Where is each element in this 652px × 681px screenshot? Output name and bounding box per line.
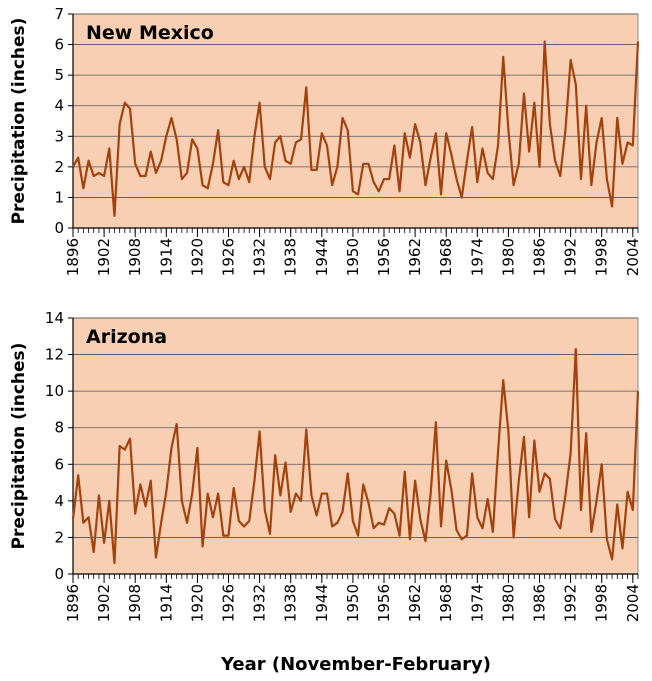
y-tick-label: 6 bbox=[54, 36, 64, 54]
x-tick-label: 1962 bbox=[406, 584, 424, 622]
y-tick-label: 12 bbox=[45, 346, 64, 364]
y-tick-label: 0 bbox=[54, 219, 64, 237]
x-axis-label: Year (November-February) bbox=[220, 654, 491, 675]
x-tick-label: 1932 bbox=[251, 584, 269, 622]
x-tick-label: 1992 bbox=[562, 238, 580, 276]
x-tick-label: 1938 bbox=[282, 584, 300, 622]
x-tick-label: 1950 bbox=[344, 584, 362, 622]
plot-area bbox=[72, 317, 639, 575]
x-tick-label: 1920 bbox=[188, 238, 206, 276]
y-tick-label: 6 bbox=[54, 455, 64, 473]
x-tick-label: 1920 bbox=[188, 584, 206, 622]
x-tick-label: 1986 bbox=[531, 584, 549, 622]
x-tick-label: 1914 bbox=[157, 238, 175, 276]
y-tick-label: 2 bbox=[54, 528, 64, 546]
x-tick-label: 1938 bbox=[282, 238, 300, 276]
data-line bbox=[72, 40, 640, 217]
x-tick-label: 1968 bbox=[437, 584, 455, 622]
x-tick-label: 1914 bbox=[157, 584, 175, 622]
x-tick-label: 1902 bbox=[95, 238, 113, 276]
x-tick-label: 1956 bbox=[375, 238, 393, 276]
x-tick-label: 1896 bbox=[64, 584, 82, 622]
x-tick-label: 1944 bbox=[313, 238, 331, 276]
x-tick-label: 1980 bbox=[499, 238, 517, 276]
x-tick-label: 1950 bbox=[344, 238, 362, 276]
x-tick-label: 2004 bbox=[624, 238, 642, 276]
x-tick-label: 2004 bbox=[624, 584, 642, 622]
x-tick-label: 1998 bbox=[593, 238, 611, 276]
y-tick-label: 14 bbox=[45, 309, 64, 327]
plot-area bbox=[72, 13, 639, 229]
chart-title: Arizona bbox=[86, 326, 167, 348]
x-tick-label: 1926 bbox=[220, 584, 238, 622]
chart-title: New Mexico bbox=[86, 22, 214, 44]
x-tick-label: 1968 bbox=[437, 238, 455, 276]
x-tick-label: 1908 bbox=[126, 584, 144, 622]
x-tick-label: 1944 bbox=[313, 584, 331, 622]
y-axis-label: Precipitation (inches) bbox=[9, 18, 29, 225]
x-tick-label: 1908 bbox=[126, 238, 144, 276]
y-tick-label: 8 bbox=[54, 419, 64, 437]
y-tick-label: 3 bbox=[54, 127, 64, 145]
y-tick-label: 4 bbox=[54, 492, 64, 510]
y-tick-label: 0 bbox=[54, 565, 64, 583]
x-tick-label: 1926 bbox=[220, 238, 238, 276]
x-tick-label: 1896 bbox=[64, 238, 82, 276]
x-tick-label: 1932 bbox=[251, 238, 269, 276]
y-axis-label: Precipitation (inches) bbox=[9, 343, 29, 550]
x-tick-label: 1980 bbox=[499, 584, 517, 622]
x-tick-label: 1992 bbox=[562, 584, 580, 622]
y-tick-label: 10 bbox=[45, 382, 64, 400]
y-tick-label: 2 bbox=[54, 158, 64, 176]
y-tick-label: 5 bbox=[54, 66, 64, 84]
x-tick-label: 1956 bbox=[375, 584, 393, 622]
x-tick-label: 1902 bbox=[95, 584, 113, 622]
x-tick-label: 1998 bbox=[593, 584, 611, 622]
y-tick-label: 1 bbox=[54, 188, 64, 206]
y-tick-label: 7 bbox=[54, 5, 64, 23]
y-tick-label: 4 bbox=[54, 97, 64, 115]
x-tick-label: 1974 bbox=[468, 584, 486, 622]
x-tick-label: 1986 bbox=[531, 238, 549, 276]
data-line bbox=[71, 347, 640, 565]
x-tick-label: 1962 bbox=[406, 238, 424, 276]
x-tick-label: 1974 bbox=[468, 238, 486, 276]
